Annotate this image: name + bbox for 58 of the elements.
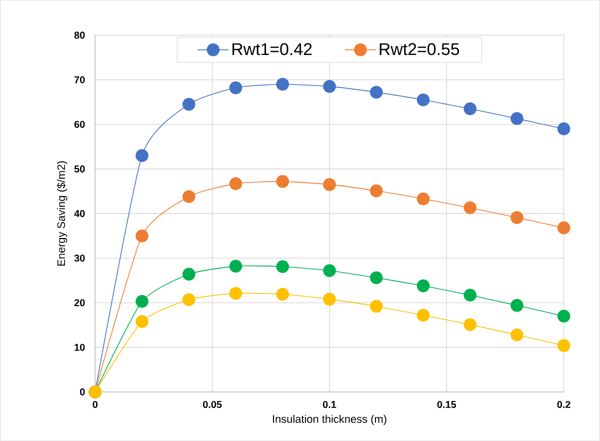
point [323,292,336,306]
x-tick-label: 0.2 [557,400,570,408]
legend-label: Rwt1=0.42 [232,43,312,56]
y-axis-title: Energy Saving ($/m2) [56,161,68,266]
point [276,260,290,273]
point [416,279,430,292]
point [276,78,290,91]
x-tick-label: 0.1 [322,400,336,408]
x-tick-label: 0 [92,400,98,408]
point [416,93,430,106]
point [229,81,242,94]
point [510,298,524,312]
y-tick-label: 80 [74,32,85,39]
point [323,264,336,277]
point [229,286,242,300]
point [464,318,476,331]
point [510,211,524,224]
x-axis-title: Insulation thickness (m) [272,414,386,425]
point [182,98,196,111]
point [370,184,383,198]
legend-label: Rwt2=0.55 [380,43,460,56]
point [557,122,570,136]
point [416,192,430,206]
point [136,315,148,328]
point [136,229,148,242]
point [136,149,148,162]
point [464,201,476,214]
point [370,300,383,313]
point [464,102,476,116]
x-tick-label: 0.15 [437,400,456,408]
point [557,221,570,234]
point [370,271,383,284]
point [510,328,524,342]
point [370,86,383,99]
y-tick-label: 30 [74,254,85,262]
y-tick-label: 60 [74,120,85,128]
point [323,80,336,93]
y-tick-label: 20 [74,299,85,306]
point [464,288,476,302]
y-tick-label: 0 [80,388,85,396]
point [182,268,196,281]
point [510,112,524,125]
y-tick-label: 70 [74,76,85,84]
point [557,339,570,352]
y-tick-label: 50 [74,165,85,172]
point [276,288,290,301]
point [557,310,570,322]
point [276,175,290,188]
point [136,294,148,308]
point [229,177,242,190]
y-tick-label: 10 [74,344,85,351]
point [229,260,242,273]
point [182,293,196,306]
point [416,308,430,322]
point [182,190,196,203]
y-tick-label: 40 [74,210,85,218]
x-tick-label: 0.05 [203,400,222,408]
point [323,178,336,191]
